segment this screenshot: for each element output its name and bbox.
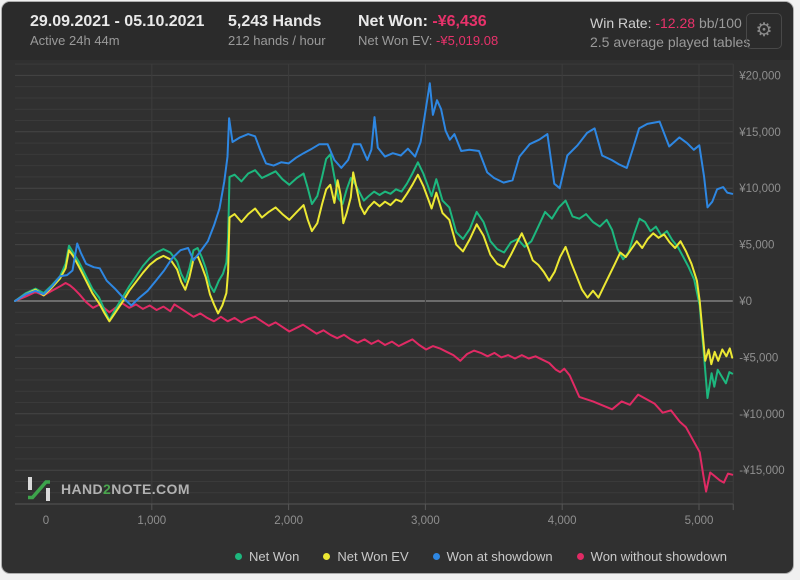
date-range-block: 29.09.2021 - 05.10.2021 Active 24h 44m	[30, 12, 204, 50]
settings-button[interactable]: ⚙	[746, 13, 782, 49]
logo-text-post: NOTE.COM	[111, 481, 190, 497]
legend-item-won-at-showdown[interactable]: Won at showdown	[432, 548, 553, 564]
gear-icon: ⚙	[755, 20, 773, 41]
won-without-showdown-dot	[576, 552, 584, 560]
svg-text:¥5,000: ¥5,000	[738, 240, 774, 252]
net-won-value: -¥6,436	[432, 13, 487, 30]
svg-text:1,000: 1,000	[137, 515, 166, 527]
net-won-ev-value: -¥5,019.08	[436, 33, 499, 48]
win-rate-value: -12.28	[655, 15, 696, 31]
svg-text:¥15,000: ¥15,000	[738, 127, 781, 139]
win-rate-unit: bb/100	[698, 15, 742, 31]
svg-text:3,000: 3,000	[411, 515, 440, 527]
hands-block: 5,243 Hands 212 hands / hour	[228, 12, 326, 50]
legend-item-net-won[interactable]: Net Won	[235, 549, 299, 564]
net-won-ev-label: Net Won EV:	[358, 33, 433, 48]
net-won-label: Net Won:	[358, 13, 428, 30]
net-won-line: Net Won: -¥6,436	[358, 12, 498, 32]
legend-item-won-without-showdown[interactable]: Won without showdown	[576, 548, 727, 564]
svg-text:4,000: 4,000	[548, 515, 577, 527]
stats-header: 29.09.2021 - 05.10.2021 Active 24h 44m 5…	[2, 2, 793, 60]
logo-text-2: 2	[103, 481, 112, 497]
won-at-showdown-dot	[432, 552, 440, 560]
hands-total: 5,243 Hands	[228, 13, 322, 30]
svg-text:5,000: 5,000	[685, 515, 714, 527]
net-won-ev-line: Net Won EV: -¥5,019.08	[358, 32, 498, 50]
avg-tables: 2.5 average played tables	[590, 34, 751, 50]
svg-text:¥20,000: ¥20,000	[738, 70, 781, 82]
legend-item-net-won-ev[interactable]: Net Won EV	[323, 548, 409, 564]
hand2note-logo-text: HAND2NOTE.COM	[61, 481, 190, 497]
net-won-block: Net Won: -¥6,436 Net Won EV: -¥5,019.08	[358, 12, 498, 50]
hand2note-logo: HAND2NOTE.COM	[25, 476, 190, 502]
svg-text:0: 0	[43, 515, 49, 527]
active-time: Active 24h 44m	[30, 33, 120, 48]
hands-per-hour: 212 hands / hour	[228, 33, 326, 48]
legend-label: Won without showdown	[590, 548, 727, 564]
legend-label: Net Won EV	[337, 548, 409, 564]
logo-text-pre: HAND	[61, 481, 104, 497]
svg-text:-¥5,000: -¥5,000	[739, 352, 778, 364]
win-rate-label: Win Rate:	[590, 15, 652, 31]
hand2note-logo-icon	[28, 477, 50, 501]
net-won-dot	[235, 552, 243, 560]
win-rate-block: Win Rate: -12.28 bb/100 2.5 average play…	[590, 12, 750, 52]
svg-text:¥0: ¥0	[738, 296, 752, 308]
chart-legend: Net Won Net Won EV Won at showdown Won w…	[2, 545, 727, 567]
win-rate-line: Win Rate: -12.28 bb/100	[590, 14, 750, 33]
svg-text:2,000: 2,000	[274, 515, 303, 527]
net-won-ev-dot	[323, 552, 331, 560]
svg-text:-¥10,000: -¥10,000	[739, 409, 784, 421]
winnings-graph[interactable]: 0 1,000 2,000 3,000 4,000 5,000 ¥20,000 ¥15,000…	[2, 60, 793, 573]
svg-text:¥10,000: ¥10,000	[738, 183, 781, 195]
date-range: 29.09.2021 - 05.10.2021	[30, 13, 205, 30]
legend-label: Won at showdown	[446, 548, 553, 564]
svg-text:-¥15,000: -¥15,000	[739, 465, 784, 477]
legend-label: Net Won	[249, 548, 300, 564]
hand2note-report-window: 29.09.2021 - 05.10.2021 Active 24h 44m 5…	[2, 2, 793, 573]
